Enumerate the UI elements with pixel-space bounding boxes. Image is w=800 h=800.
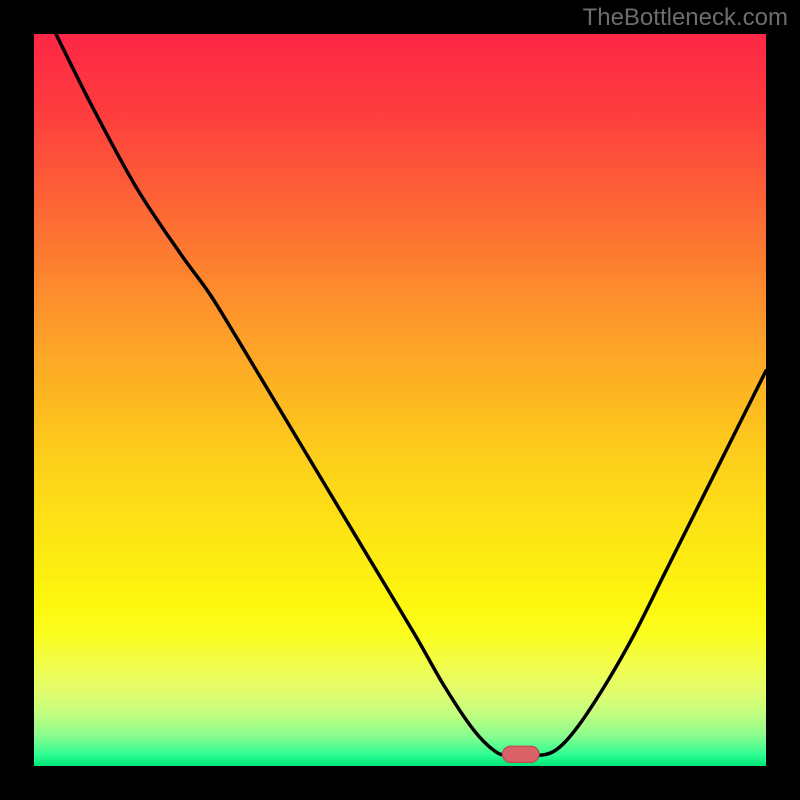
plot-background bbox=[34, 34, 766, 766]
chart-container: TheBottleneck.com bbox=[0, 0, 800, 800]
bottleneck-chart bbox=[0, 0, 800, 800]
optimal-marker bbox=[502, 746, 539, 762]
